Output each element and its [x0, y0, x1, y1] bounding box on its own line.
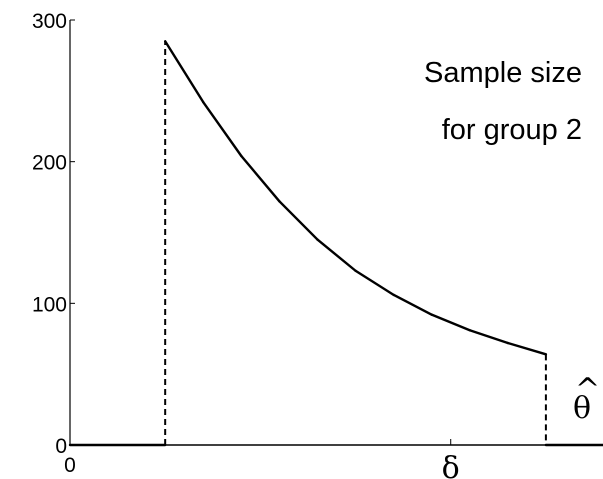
- series-line-segment: [354, 269, 395, 297]
- y-tick-label: 100: [32, 293, 67, 316]
- y-tick-label: 200: [32, 152, 67, 175]
- series-line-segment: [163, 40, 205, 104]
- x-axis-symbol: θ: [573, 391, 591, 426]
- series-line-segment: [316, 238, 357, 272]
- x-tick-label: δ: [442, 451, 460, 479]
- y-tick-label: 300: [32, 10, 67, 33]
- x-axis-symbol-accent: ^: [575, 372, 600, 407]
- series-line-segment: [430, 313, 471, 332]
- annotation-line-1: Sample size: [424, 57, 582, 89]
- annotation-line-2: for group 2: [442, 114, 582, 146]
- series-line-segment: [240, 154, 281, 203]
- x-tick-label: 0: [64, 454, 76, 477]
- series-line-segment: [468, 329, 510, 345]
- series-line-segment: [202, 100, 243, 158]
- series-line-segment: [506, 341, 548, 356]
- y-ticks: 0 100 200 300: [32, 10, 75, 458]
- series-line-segment: [278, 200, 319, 241]
- y-tick-label: 0: [55, 435, 67, 458]
- series-line-segment: [392, 293, 433, 316]
- series-layer: [68, 40, 603, 447]
